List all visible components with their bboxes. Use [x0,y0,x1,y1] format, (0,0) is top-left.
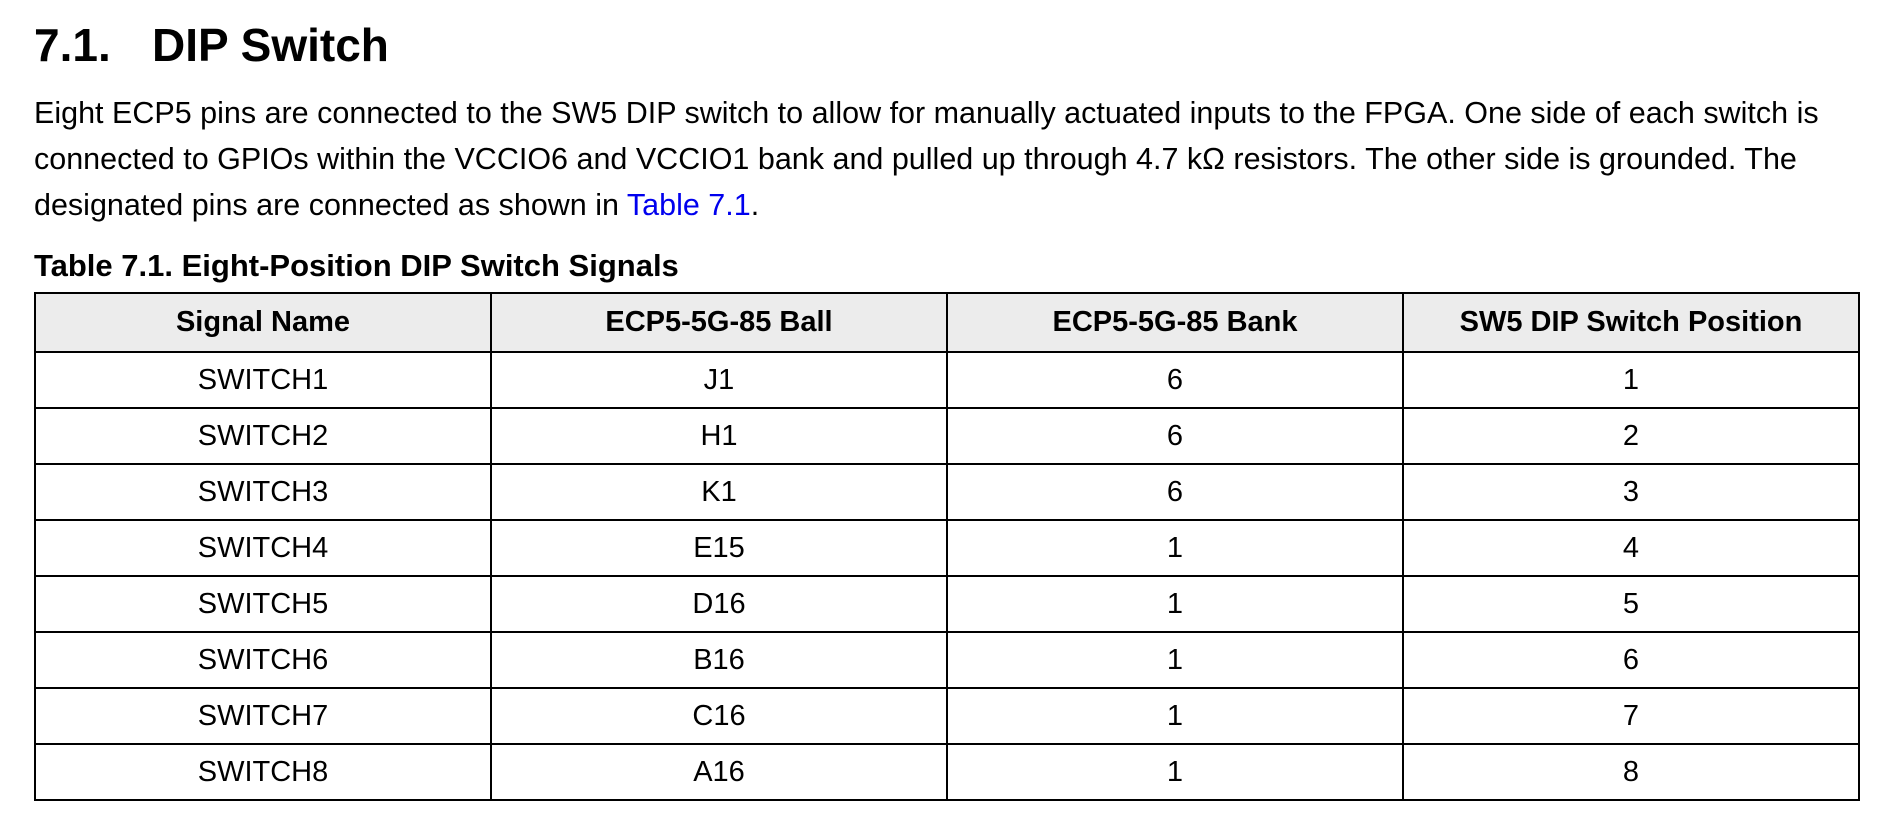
section-number: 7.1. [34,19,111,71]
column-header-signal-name: Signal Name [34,292,492,353]
signal-name-cell: SWITCH3 [34,463,492,521]
column-header-ball: ECP5-5G-85 Ball [490,292,948,353]
table-row: SWITCH5 D16 1 5 [34,575,1860,633]
switch-position-cell: 8 [1402,743,1860,801]
section-title: DIP Switch [152,19,389,71]
section-heading: 7.1. DIP Switch [34,0,1864,76]
switch-position-cell: 1 [1402,351,1860,409]
signal-name-cell: SWITCH5 [34,575,492,633]
table-row: SWITCH1 J1 6 1 [34,351,1860,409]
intro-text-end: . [750,188,760,222]
ball-cell: A16 [490,743,948,801]
bank-cell: 1 [946,743,1404,801]
table-row: SWITCH7 C16 1 7 [34,687,1860,745]
ball-cell: D16 [490,575,948,633]
ball-cell: B16 [490,631,948,689]
bank-cell: 1 [946,519,1404,577]
ball-cell: C16 [490,687,948,745]
ball-cell: E15 [490,519,948,577]
column-header-switch-position: SW5 DIP Switch Position [1402,292,1860,353]
signal-name-cell: SWITCH1 [34,351,492,409]
column-header-bank: ECP5-5G-85 Bank [946,292,1404,353]
ball-cell: K1 [490,463,948,521]
dip-switch-signals-table: Signal Name ECP5-5G-85 Ball ECP5-5G-85 B… [34,292,1860,801]
switch-position-cell: 6 [1402,631,1860,689]
table-row: SWITCH2 H1 6 2 [34,407,1860,465]
table-row: SWITCH8 A16 1 8 [34,743,1860,801]
intro-paragraph: Eight ECP5 pins are connected to the SW5… [34,90,1864,228]
switch-position-cell: 4 [1402,519,1860,577]
signal-name-cell: SWITCH7 [34,687,492,745]
bank-cell: 1 [946,687,1404,745]
signal-name-cell: SWITCH8 [34,743,492,801]
table-header-row: Signal Name ECP5-5G-85 Ball ECP5-5G-85 B… [34,292,1860,353]
intro-text: Eight ECP5 pins are connected to the SW5… [34,96,1819,222]
switch-position-cell: 3 [1402,463,1860,521]
bank-cell: 1 [946,631,1404,689]
ball-cell: H1 [490,407,948,465]
bank-cell: 6 [946,463,1404,521]
table-row: SWITCH3 K1 6 3 [34,463,1860,521]
bank-cell: 1 [946,575,1404,633]
table-row: SWITCH6 B16 1 6 [34,631,1860,689]
table-reference-link[interactable]: Table 7.1 [626,188,751,222]
ball-cell: J1 [490,351,948,409]
bank-cell: 6 [946,407,1404,465]
table-caption: Table 7.1. Eight-Position DIP Switch Sig… [34,248,679,283]
switch-position-cell: 5 [1402,575,1860,633]
signal-name-cell: SWITCH2 [34,407,492,465]
switch-position-cell: 2 [1402,407,1860,465]
signal-name-cell: SWITCH6 [34,631,492,689]
document-page: 7.1. DIP Switch Eight ECP5 pins are conne… [34,0,1864,801]
signal-name-cell: SWITCH4 [34,519,492,577]
table-row: SWITCH4 E15 1 4 [34,519,1860,577]
switch-position-cell: 7 [1402,687,1860,745]
table-body: SWITCH1 J1 6 1 SWITCH2 H1 6 2 SWITCH3 K1… [34,351,1860,801]
bank-cell: 6 [946,351,1404,409]
